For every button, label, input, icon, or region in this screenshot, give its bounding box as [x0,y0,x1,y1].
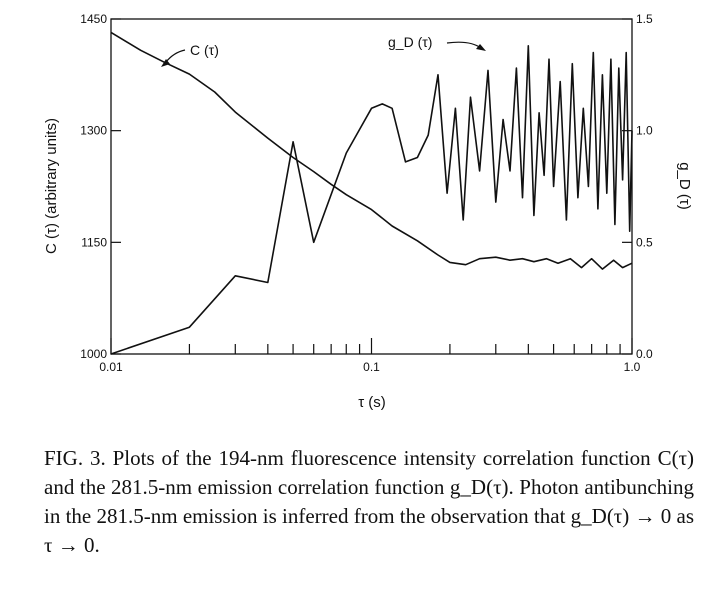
tick-labels: 0.01 0.1 1.0 1000 1150 1300 1450 0.0 0.5 1.0 1.5 [80,12,653,374]
axis-ticks [110,18,633,355]
x-tick-label: 1.0 [624,360,641,374]
y-right-tick-label: 0.0 [636,347,653,361]
x-axis-title: τ (s) [358,394,386,411]
x-tick-label: 0.01 [99,360,123,374]
figure-caption: FIG. 3. Plots of the 194-nm fluorescence… [44,444,694,560]
c-annotation-arrow [165,49,186,63]
caption-text: Plots of the 194-nm fluorescence intensi… [44,446,695,557]
y-left-tick-label: 1300 [80,124,107,138]
y-left-tick-label: 1000 [80,347,107,361]
c-tau-line [110,31,633,270]
gd-annotation-arrowhead [476,44,486,51]
gd-annotation-arrow [446,41,482,49]
y-right-tick-label: 0.5 [636,235,653,249]
caption-label: FIG. 3. [44,446,106,470]
y-left-tick-label: 1150 [81,235,107,249]
c-annotation-arrowhead [161,59,170,67]
y-right-tick-label: 1.0 [636,124,653,138]
y-right-tick-label: 1.5 [636,12,653,26]
y-left-tick-label: 1450 [80,12,107,26]
y-left-axis-title: C (τ) (arbitrary units) [43,118,60,254]
gd-annotation-label: g_D (τ) [388,34,432,50]
gd-tau-line [110,44,633,355]
series-group [110,31,633,355]
y-right-axis-title: g_D (τ) [676,162,693,210]
correlation-chart: 0.01 0.1 1.0 1000 1150 1300 1450 0.0 0.5 1.0 1.5 τ… [43,12,693,411]
x-tick-label: 0.1 [363,360,380,374]
c-annotation-label: C (τ) [190,42,219,58]
